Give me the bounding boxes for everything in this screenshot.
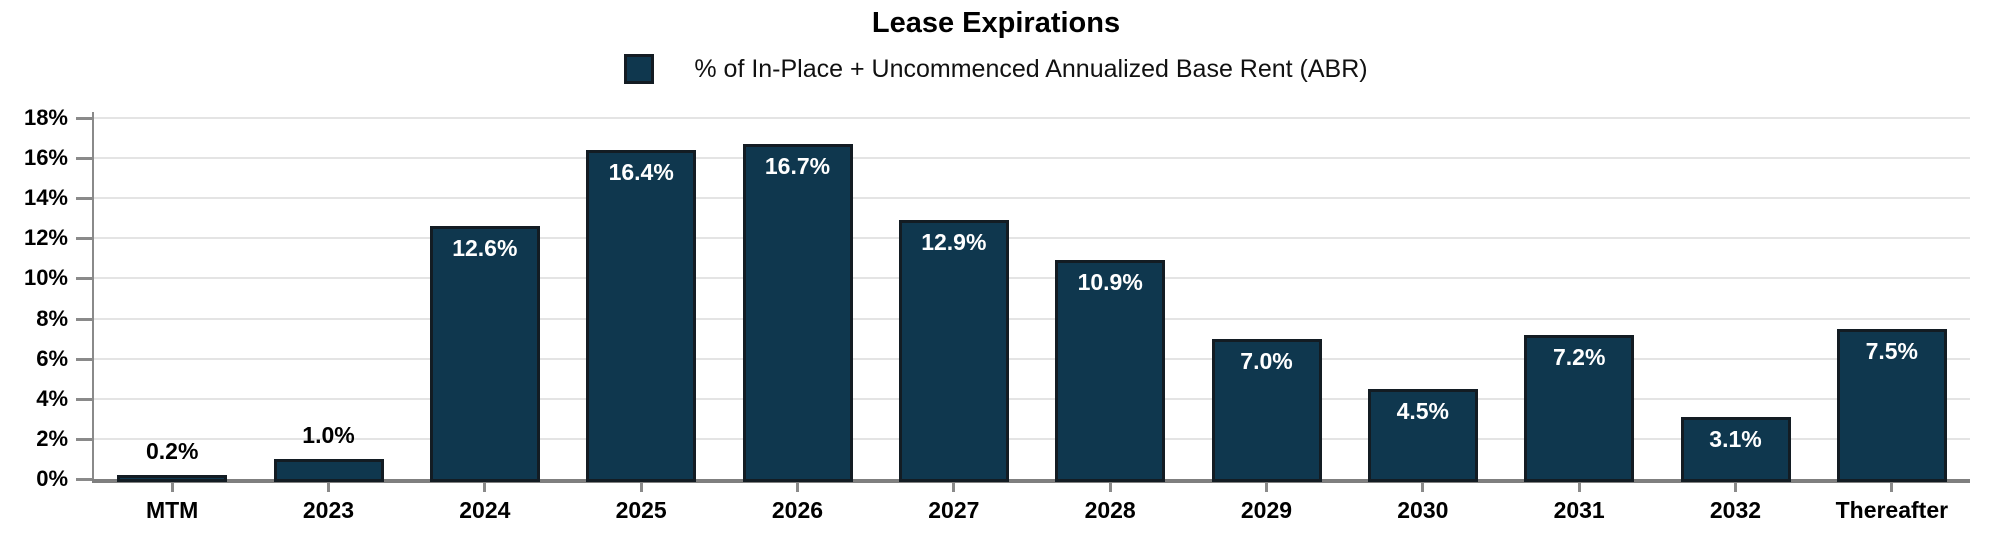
x-axis-tick xyxy=(1108,483,1112,492)
bar-value-label: 0.2% xyxy=(145,438,199,464)
bar-value-label: 7.5% xyxy=(1865,337,1919,364)
x-axis-label: 2028 xyxy=(1084,497,1136,523)
bar-value-label: 12.9% xyxy=(921,229,987,256)
bar-value-label: 7.0% xyxy=(1240,347,1293,374)
x-axis-label: 2024 xyxy=(459,497,511,523)
x-axis-tick xyxy=(1577,483,1581,492)
gridline xyxy=(94,157,1970,160)
x-axis-tick xyxy=(639,483,643,492)
x-axis-label: 2023 xyxy=(302,497,355,523)
bar xyxy=(1836,328,1947,482)
x-axis-label: 2031 xyxy=(1553,497,1605,523)
y-axis-label: 2% xyxy=(36,425,68,451)
x-axis-label: 2029 xyxy=(1240,497,1293,523)
x-axis-label: 2032 xyxy=(1709,497,1762,523)
bar xyxy=(742,144,853,482)
y-axis-tick xyxy=(76,397,92,401)
bar-value-label: 16.4% xyxy=(608,159,674,186)
x-axis-label: 2025 xyxy=(615,497,667,523)
bar-value-label: 4.5% xyxy=(1396,397,1450,424)
x-axis-tick xyxy=(483,483,487,492)
y-axis-label: 14% xyxy=(23,185,68,211)
bar-value-label: 16.7% xyxy=(764,153,831,180)
bar xyxy=(429,226,540,482)
y-axis-label: 10% xyxy=(23,265,68,291)
y-axis-label: 16% xyxy=(23,145,68,171)
x-axis-line xyxy=(92,479,1970,483)
x-axis-tick xyxy=(1890,483,1894,492)
x-axis-tick xyxy=(327,483,330,492)
x-axis-tick xyxy=(1265,483,1268,492)
x-axis-tick xyxy=(1734,483,1737,492)
gridline xyxy=(94,437,1970,440)
y-axis-label: 6% xyxy=(36,345,68,371)
y-axis-label: 18% xyxy=(23,105,68,130)
gridline xyxy=(94,237,1970,240)
bar xyxy=(898,220,1009,482)
gridline xyxy=(94,357,1970,360)
bar xyxy=(1680,416,1791,482)
x-axis-tick xyxy=(1421,483,1425,492)
y-axis-tick xyxy=(76,357,92,361)
gridline xyxy=(94,117,1970,119)
y-axis-tick xyxy=(76,478,92,481)
legend-label: % of In-Place + Uncommenced Annualized B… xyxy=(694,54,1368,83)
x-axis-label: 2026 xyxy=(771,497,824,523)
y-axis-tick xyxy=(76,237,92,241)
gridline xyxy=(94,397,1970,400)
legend: % of In-Place + Uncommenced Annualized B… xyxy=(0,52,1992,86)
bar xyxy=(1524,334,1635,482)
bar-value-label: 12.6% xyxy=(452,235,518,262)
bar-value-label: 1.0% xyxy=(302,421,355,448)
y-axis-tick xyxy=(76,277,92,281)
y-axis-tick xyxy=(76,117,92,120)
y-axis-line xyxy=(92,112,94,483)
x-axis-tick xyxy=(170,483,174,492)
x-axis-label: 2027 xyxy=(928,497,980,523)
gridline xyxy=(94,197,1970,200)
bar xyxy=(1055,260,1166,482)
gridline xyxy=(94,317,1970,320)
x-axis-tick xyxy=(952,483,956,492)
y-axis-tick xyxy=(76,197,92,201)
x-axis-tick xyxy=(796,483,799,492)
y-axis-tick xyxy=(76,317,92,321)
x-axis-label: Thereafter xyxy=(1835,497,1949,523)
bar xyxy=(1367,388,1478,483)
y-axis-label: 12% xyxy=(23,225,68,251)
gridline xyxy=(94,277,1970,280)
y-axis-label: 4% xyxy=(36,385,68,411)
chart-title: Lease Expirations xyxy=(871,7,1121,39)
x-axis-label: 2030 xyxy=(1397,497,1449,523)
y-axis-label: 8% xyxy=(36,305,68,331)
bar xyxy=(586,150,697,482)
bar-value-label: 7.2% xyxy=(1552,343,1606,370)
y-axis-label: 0% xyxy=(36,466,68,491)
bar xyxy=(117,475,228,482)
bar-value-label: 3.1% xyxy=(1709,425,1762,452)
y-axis-tick xyxy=(76,437,92,441)
bar xyxy=(1211,338,1322,482)
bar-value-label: 10.9% xyxy=(1077,269,1143,296)
y-axis-tick xyxy=(76,157,92,161)
x-axis-label: MTM xyxy=(145,497,199,523)
legend-swatch xyxy=(624,54,655,84)
bar xyxy=(273,458,384,482)
